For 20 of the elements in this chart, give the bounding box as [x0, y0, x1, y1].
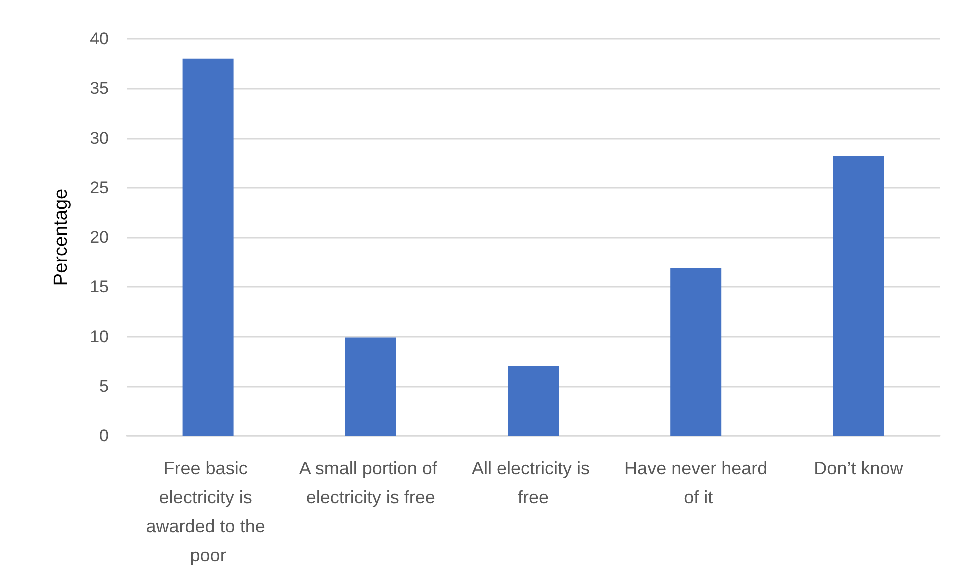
y-tick-label: 5	[100, 376, 109, 396]
x-tick-label: Free basic electricity is awarded to the poor	[146, 458, 270, 566]
y-axis-title: Percentage	[51, 188, 72, 286]
x-tick-label: Don’t know	[814, 458, 904, 478]
y-tick-label: 0	[100, 426, 109, 446]
bar	[182, 58, 234, 436]
bar	[833, 156, 884, 436]
x-tick-label: All electricity is free	[472, 458, 596, 508]
bar	[508, 366, 559, 436]
bar	[670, 268, 722, 436]
y-tick-label: 40	[90, 30, 109, 48]
y-tick-label: 10	[90, 327, 109, 346]
y-tick-label: 30	[90, 128, 109, 148]
y-tick-label: 15	[90, 278, 109, 297]
y-tick-label: 20	[90, 228, 109, 247]
x-tick-label: A small portion of electricity is free	[299, 458, 442, 508]
bar	[345, 338, 396, 436]
x-tick-label: Have never heard of it	[624, 458, 768, 508]
y-tick-label: 25	[90, 178, 109, 198]
y-tick-label: 35	[90, 79, 109, 98]
